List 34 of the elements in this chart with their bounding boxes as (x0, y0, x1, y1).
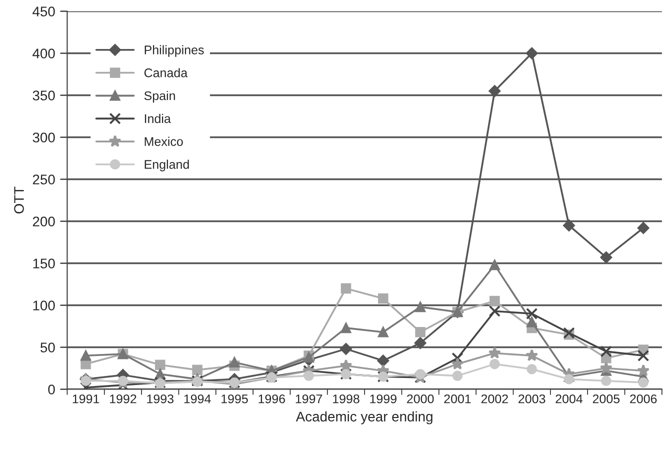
legend-label: Canada (144, 68, 188, 78)
x-tick-label: 2006 (630, 394, 657, 404)
y-tick-label: 250 (32, 174, 55, 184)
x-axis-title: Academic year ending (296, 411, 432, 424)
x-tick-label: 1992 (110, 394, 136, 404)
y-axis-title: OTT (14, 186, 24, 214)
x-tick-label: 1994 (184, 394, 211, 404)
y-tick-label: 0 (48, 384, 55, 394)
legend-label: England (144, 160, 189, 172)
y-tick-label: 200 (32, 216, 55, 226)
y-tick-label: 450 (32, 6, 55, 16)
x-tick-label: 1996 (258, 394, 285, 404)
x-tick-label: 1995 (222, 394, 248, 404)
y-tick-label: 100 (33, 300, 55, 310)
x-tick-label: 1998 (333, 394, 360, 404)
y-tick-label: 300 (32, 132, 55, 142)
x-tick-label: 2003 (518, 394, 546, 404)
legend-label: Philippines (144, 45, 204, 57)
x-tick-label: 1993 (147, 394, 174, 404)
y-tick-label: 400 (32, 48, 55, 58)
x-tick-label: 2000 (407, 394, 434, 404)
x-tick-label: 2002 (481, 394, 508, 404)
y-tick-label: 150 (33, 258, 55, 268)
y-tick-label: 50 (40, 342, 55, 352)
x-tick-label: 1999 (370, 394, 396, 404)
x-tick-label: 2001 (444, 394, 471, 404)
x-tick-label: 2005 (592, 394, 620, 404)
x-tick-label: 1997 (296, 394, 322, 404)
x-tick-label: 2004 (556, 394, 583, 404)
x-tick-label: 1991 (72, 394, 100, 404)
legend-label: Mexico (144, 136, 183, 146)
legend-label: Spain (144, 90, 175, 103)
legend-label: India (144, 114, 171, 124)
y-tick-label: 350 (32, 90, 55, 100)
